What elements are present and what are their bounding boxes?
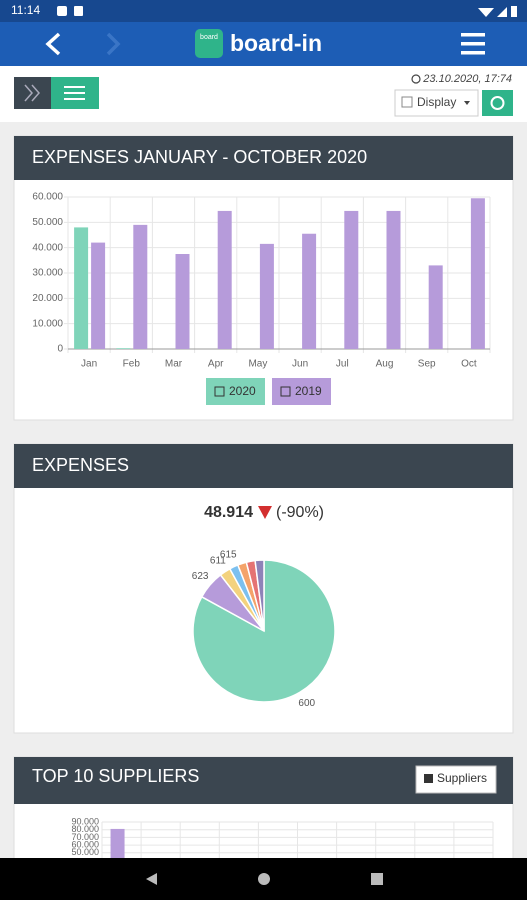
slice-label: 623 <box>192 571 209 582</box>
forward-button[interactable] <box>106 32 121 56</box>
bar <box>344 210 359 349</box>
x-tick-label: May <box>248 359 267 370</box>
y-tick-label: 40.000 <box>32 242 63 253</box>
dropdown-caret <box>464 101 470 105</box>
display-label: Display <box>417 95 456 109</box>
y-tick-label: 0 <box>57 344 63 355</box>
x-tick-label: Feb <box>123 359 141 370</box>
slice-label: 615 <box>220 550 237 561</box>
display-button[interactable] <box>394 89 479 117</box>
refresh-icon <box>490 96 505 110</box>
y-tick-label: 90.000 <box>71 816 99 826</box>
card-title: EXPENSES <box>32 455 129 475</box>
x-tick-label: Sep <box>418 359 436 370</box>
down-arrow <box>258 506 272 519</box>
x-tick-label: Apr <box>208 359 224 370</box>
y-tick-label: 20.000 <box>32 293 63 304</box>
bar <box>175 254 190 349</box>
y-tick-label: 50.000 <box>32 217 63 228</box>
bar <box>217 210 232 349</box>
x-tick-label: Oct <box>461 359 477 370</box>
card-header <box>14 136 513 180</box>
back-button[interactable] <box>45 32 61 56</box>
clock: 11:14 <box>11 3 40 17</box>
y-tick-label: 30.000 <box>32 268 63 279</box>
nav-back[interactable] <box>146 873 157 885</box>
bar <box>470 198 485 349</box>
status-bar <box>0 0 527 22</box>
bar <box>110 828 125 858</box>
bar <box>428 265 443 349</box>
legend-button[interactable] <box>272 378 331 405</box>
bar <box>74 227 89 349</box>
legend-label: 2020 <box>229 384 256 398</box>
battery-icon <box>511 6 517 17</box>
x-tick-label: Jun <box>292 359 308 370</box>
x-tick-label: Jan <box>81 359 97 370</box>
x-tick-label: Aug <box>376 359 394 370</box>
bar <box>386 210 401 349</box>
card-title: TOP 10 SUPPLIERS <box>32 766 199 786</box>
y-tick-label: 10.000 <box>32 318 63 329</box>
chart-icon <box>424 774 433 783</box>
wifi-icon <box>478 8 494 17</box>
refresh-button[interactable] <box>482 90 513 116</box>
logo-icon-text: board <box>200 34 218 41</box>
bar <box>259 243 274 349</box>
legend-checkbox <box>280 386 291 397</box>
suppliers-label: Suppliers <box>437 771 487 785</box>
slice-label: 611 <box>210 555 226 566</box>
logo-icon <box>195 29 223 58</box>
nav-home[interactable] <box>258 873 270 885</box>
legend-label: 2019 <box>295 384 322 398</box>
bar <box>133 224 148 349</box>
legend-button[interactable] <box>206 378 265 405</box>
x-tick-label: Jul <box>336 359 349 370</box>
slice-label: 600 <box>298 698 315 709</box>
legend-checkbox <box>214 386 225 397</box>
x-tick-label: Mar <box>165 359 183 370</box>
menu-button[interactable] <box>461 33 485 55</box>
app-bar <box>0 22 527 66</box>
calendar-icon <box>401 96 413 108</box>
y-tick-label: 80.000 <box>71 824 99 834</box>
summary-value: 48.914 <box>204 504 253 521</box>
bar <box>116 348 131 349</box>
clock-icon <box>411 74 421 84</box>
timestamp: 23.10.2020, 17:74 <box>422 73 512 85</box>
status-icon <box>74 6 83 16</box>
card-header <box>14 444 513 488</box>
bar <box>91 242 106 349</box>
y-tick-label: 60.000 <box>32 192 63 203</box>
summary-change: (-90%) <box>276 504 324 521</box>
nav-recent[interactable] <box>371 873 383 885</box>
y-tick-label: 60.000 <box>71 839 99 849</box>
status-icon <box>57 6 67 16</box>
card-title: EXPENSES JANUARY - OCTOBER 2020 <box>32 147 367 167</box>
list-icon <box>64 86 85 100</box>
logo-text: board-in <box>230 30 322 56</box>
y-tick-label: 70.000 <box>71 832 99 842</box>
pie-slice <box>254 559 265 632</box>
bar <box>302 233 317 349</box>
signal-icon <box>497 7 507 17</box>
y-tick-label: 50.000 <box>71 847 99 857</box>
expand-icon <box>24 84 40 102</box>
